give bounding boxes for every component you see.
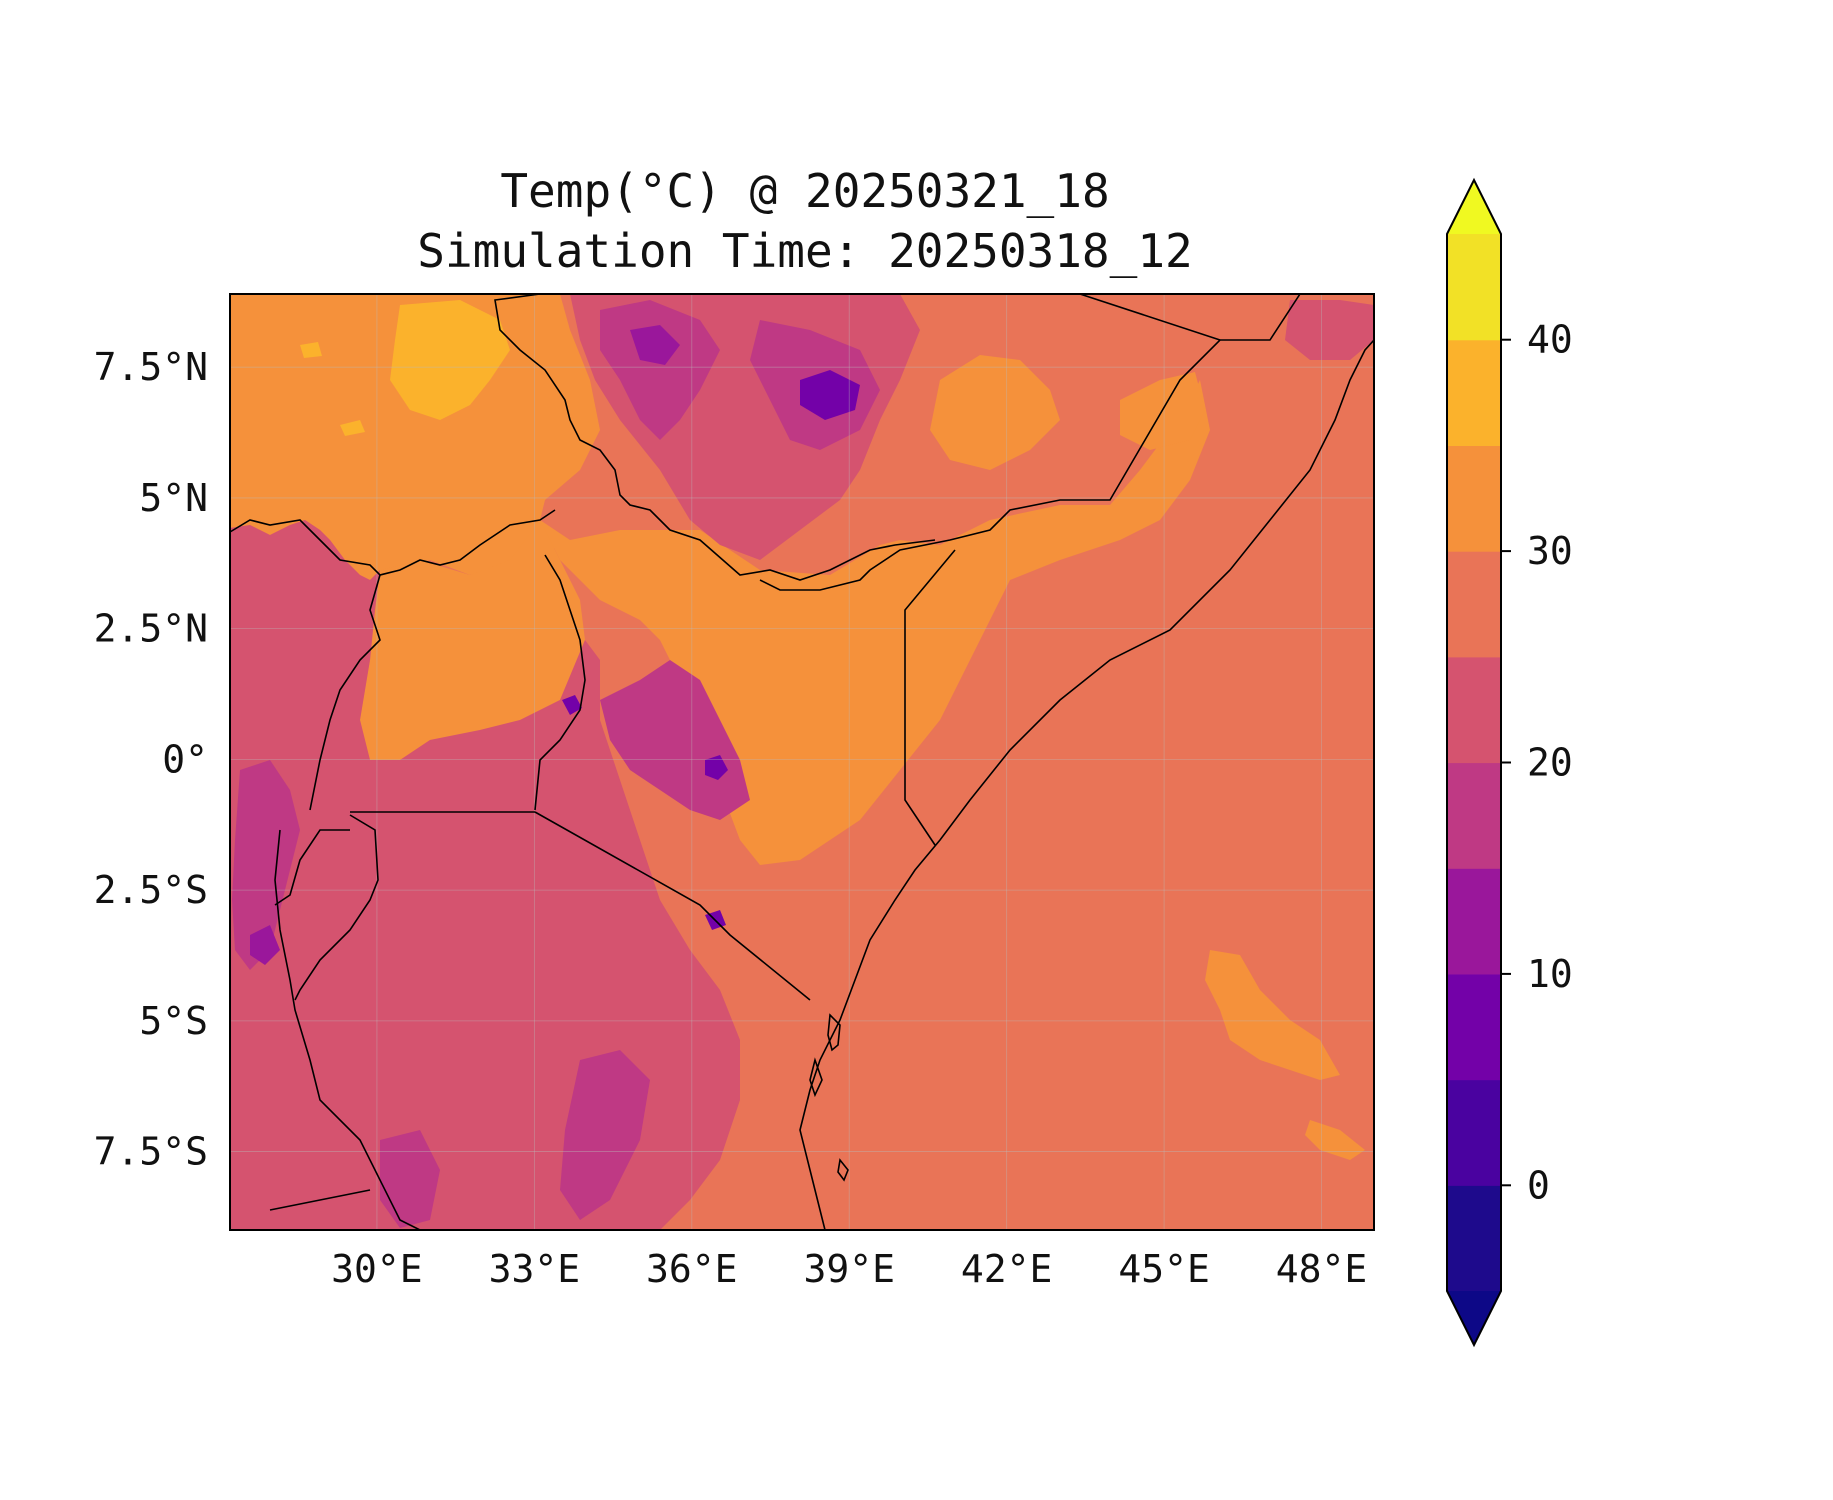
coldest-spot-ethiopia bbox=[800, 370, 860, 420]
colorbar-band bbox=[1447, 234, 1501, 341]
cold-region-kenya bbox=[600, 660, 750, 820]
y-tick-label: 5°S bbox=[139, 999, 208, 1043]
colorbar-band bbox=[1447, 973, 1501, 1081]
cold-region-rift bbox=[232, 760, 300, 970]
y-tick-label: 0° bbox=[162, 737, 208, 781]
colorbar bbox=[1446, 177, 1502, 1348]
colorbar-tick-label: 20 bbox=[1527, 741, 1573, 785]
colorbar-tick-label: 40 bbox=[1527, 318, 1573, 362]
gridlines bbox=[230, 294, 1374, 1230]
warm-region-northeast bbox=[930, 355, 1060, 470]
border-western bbox=[274, 829, 350, 906]
colorbar-extend-min bbox=[1447, 1291, 1501, 1345]
chart-title-line-2: Simulation Time: 20250318_12 bbox=[417, 224, 1193, 278]
border-south-sudan-uganda bbox=[230, 509, 556, 576]
border-tanzania-kenya bbox=[534, 811, 811, 1001]
y-tick-label: 2.5°N bbox=[94, 607, 208, 651]
island-pemba bbox=[837, 1158, 849, 1182]
border-lake-tanganyika bbox=[274, 829, 421, 1230]
coastline bbox=[799, 339, 1374, 1230]
border-rwanda-burundi bbox=[294, 814, 379, 1001]
temperature-field bbox=[230, 294, 1374, 1230]
warm-region-uganda bbox=[360, 520, 585, 760]
x-tick-label: 36°E bbox=[646, 1247, 738, 1291]
x-tick-label: 48°E bbox=[1276, 1247, 1368, 1291]
colorbar-tick-label: 10 bbox=[1527, 952, 1573, 996]
chart-title-line-1: Temp(°C) @ 20250321_18 bbox=[500, 164, 1110, 218]
x-tick-label: 30°E bbox=[331, 1247, 423, 1291]
x-tick-label: 45°E bbox=[1118, 1247, 1210, 1291]
boundaries bbox=[230, 294, 1374, 1230]
colorbar-band bbox=[1447, 551, 1501, 658]
y-tick-label: 7.5°S bbox=[94, 1130, 208, 1174]
border-somalia-ethiopia bbox=[759, 294, 1301, 591]
colorbar-band bbox=[1447, 339, 1501, 446]
colorbar-tick-label: 30 bbox=[1527, 529, 1573, 573]
colorbar-outline bbox=[1446, 177, 1502, 1348]
x-tick-label: 33°E bbox=[489, 1247, 581, 1291]
colorbar-band bbox=[1447, 656, 1501, 764]
warm-region-offshore bbox=[1205, 950, 1340, 1080]
colorbar-band bbox=[1447, 1185, 1501, 1292]
border-kenya-somalia bbox=[904, 549, 956, 846]
colorbar-extend-max bbox=[1447, 180, 1501, 234]
border-southwest bbox=[269, 1189, 371, 1211]
map-frame bbox=[229, 293, 1375, 1231]
colorbar-band bbox=[1447, 762, 1501, 869]
hot-region-sudan bbox=[390, 300, 510, 420]
colorbar-band bbox=[1447, 868, 1501, 975]
cold-spot-rwenzori bbox=[250, 925, 280, 965]
island-zanzibar bbox=[827, 1013, 841, 1052]
island-mafia bbox=[809, 1057, 823, 1098]
cold-region-south bbox=[380, 1130, 440, 1228]
warm-region-offshore-2 bbox=[1305, 1120, 1365, 1160]
coldest-spot-kenya bbox=[705, 755, 728, 780]
coldest-spot-ethiopia-2 bbox=[630, 325, 680, 365]
colorbar-band bbox=[1447, 445, 1501, 552]
border-uganda-drc bbox=[309, 574, 381, 811]
hot-spot-small-1 bbox=[340, 420, 365, 436]
coldest-spot-elgon bbox=[562, 695, 582, 715]
x-tick-label: 39°E bbox=[803, 1247, 895, 1291]
y-tick-label: 7.5°N bbox=[94, 345, 208, 389]
border-ethiopia-djibouti bbox=[1079, 294, 1221, 341]
colorbar-band bbox=[1447, 1079, 1501, 1186]
colorbar-ticks: 0 10 20 30 40 bbox=[1501, 318, 1573, 1207]
cool-region-somalia-north bbox=[1285, 300, 1374, 360]
y-axis-ticks: 7.5°N 5°N 2.5°N 0° 2.5°S 5°S 7.5°S bbox=[94, 345, 208, 1173]
warm-region-north bbox=[230, 294, 600, 580]
cold-region-tanzania bbox=[560, 1050, 650, 1220]
colorbar-tick-label: 0 bbox=[1527, 1163, 1550, 1207]
x-tick-label: 42°E bbox=[961, 1247, 1053, 1291]
hot-spot-small-2 bbox=[300, 342, 322, 358]
x-axis-ticks: 30°E 33°E 36°E 39°E 42°E 45°E 48°E bbox=[331, 1247, 1367, 1291]
border-ethiopia-kenya bbox=[494, 294, 936, 581]
cold-region-ethiopia bbox=[600, 300, 720, 440]
y-tick-label: 5°N bbox=[139, 476, 208, 520]
border-uganda-kenya bbox=[534, 554, 586, 811]
y-tick-label: 2.5°S bbox=[94, 868, 208, 912]
